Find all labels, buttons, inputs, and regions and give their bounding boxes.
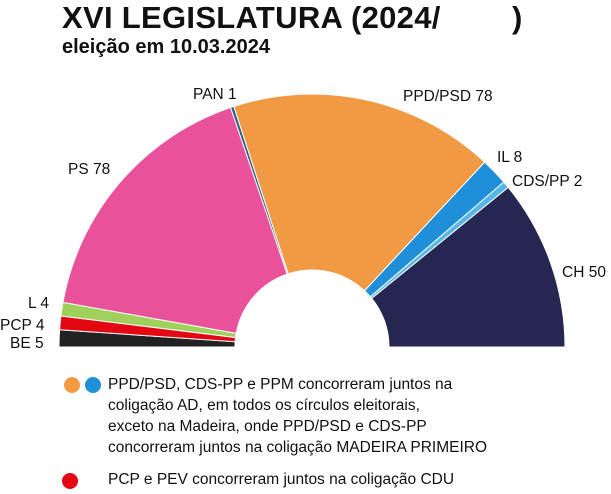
note-cdu-line-1: PCP e PEV concorreram juntos na coligaçã… <box>108 471 455 488</box>
label-pan: PAN 1 <box>193 86 237 103</box>
note-cdu-dot-red <box>62 473 78 489</box>
label-ch: CH 50 <box>562 264 606 281</box>
slice-ch <box>371 186 566 348</box>
note-ad-line-4: concorreram juntos na coligação MADEIRA … <box>108 439 488 456</box>
slice-ps <box>62 106 288 334</box>
label-ppd-psd: PPD/PSD 78 <box>403 88 493 105</box>
chart-subtitle: eleição em 10.03.2024 <box>62 36 270 58</box>
chart-title: XVI LEGISLATURA (2024/ ) <box>62 0 523 35</box>
note-ad-dot-orange <box>64 377 80 393</box>
label-pcp: PCP 4 <box>0 317 45 334</box>
label-cds-pp: CDS/PP 2 <box>512 173 582 190</box>
slice-ppd-psd <box>233 93 486 292</box>
note-ad-line-1: PPD/PSD, CDS-PP e PPM concorreram juntos… <box>108 376 453 393</box>
slices-group <box>58 93 566 348</box>
label-il: IL 8 <box>497 149 522 166</box>
note-ad-dot-blue <box>85 377 101 393</box>
note-ad-line-2: coligação AD, em todos os círculos eleit… <box>108 397 420 414</box>
label-be: BE 5 <box>10 335 44 352</box>
label-l: L 4 <box>28 295 49 312</box>
label-ps: PS 78 <box>68 161 110 178</box>
note-ad-line-3: exceto na Madeira, onde PPD/PSD e CDS-PP <box>108 418 427 435</box>
